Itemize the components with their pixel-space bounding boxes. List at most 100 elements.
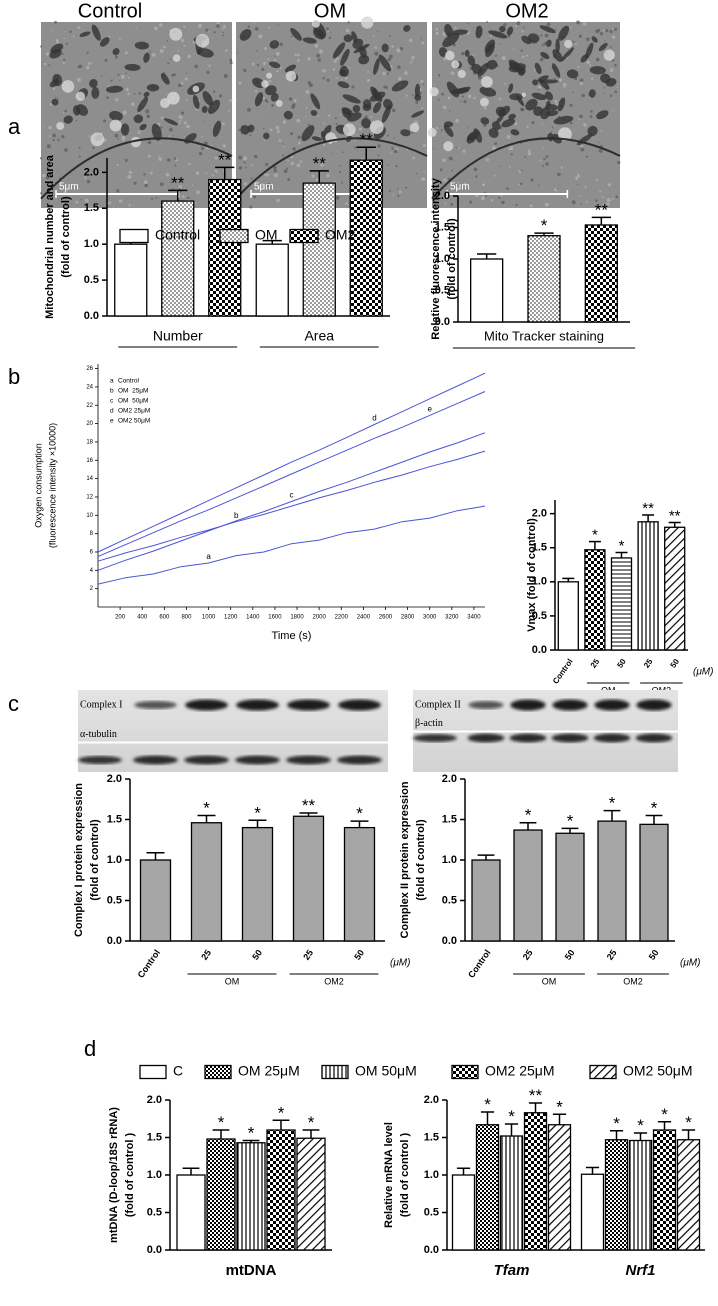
mitochondrion — [378, 54, 392, 72]
texture — [421, 178, 424, 180]
texture — [458, 146, 460, 149]
y-tick-label: 1.5 — [107, 813, 122, 825]
texture — [293, 99, 297, 103]
texture — [209, 125, 211, 127]
texture — [62, 58, 66, 61]
texture — [578, 117, 581, 120]
mitochondrion — [553, 115, 574, 125]
bar — [208, 178, 242, 317]
x-axis-label: Time (s) — [272, 630, 312, 642]
y-tick-label: 0.0 — [532, 644, 547, 656]
vesicle — [479, 97, 489, 107]
texture — [563, 86, 565, 89]
texture — [541, 122, 543, 125]
mitochondrion — [361, 117, 372, 129]
texture — [524, 156, 527, 158]
texture — [185, 72, 187, 74]
legend-label: OM2 — [325, 227, 356, 243]
texture — [510, 153, 513, 156]
mitochondrion — [488, 128, 499, 138]
texture — [520, 169, 523, 172]
texture — [54, 20, 57, 24]
texture — [243, 68, 247, 73]
y-tick-label: 22 — [86, 403, 93, 409]
texture — [411, 55, 415, 60]
mitochondrion — [134, 41, 150, 50]
bar — [584, 224, 618, 323]
texture — [46, 144, 51, 149]
group-label: OM — [225, 976, 240, 986]
texture — [124, 158, 128, 162]
texture — [49, 102, 53, 106]
texture — [166, 158, 171, 162]
texture — [457, 181, 460, 184]
texture — [188, 162, 191, 166]
texture — [146, 114, 150, 118]
x-tick-label: 2800 — [401, 615, 415, 621]
texture — [585, 37, 590, 42]
significance: * — [661, 1105, 668, 1124]
texture — [519, 182, 523, 186]
texture — [108, 35, 111, 38]
bar — [190, 822, 223, 942]
blot-band — [185, 699, 228, 711]
texture — [106, 96, 109, 99]
scale-label: 5μm — [59, 182, 79, 193]
texture — [168, 127, 173, 132]
texture — [590, 110, 593, 113]
texture — [253, 154, 258, 159]
line-letter: b — [234, 511, 239, 520]
texture — [127, 174, 132, 179]
texture — [119, 38, 121, 40]
bar — [302, 182, 336, 317]
texture — [492, 146, 496, 151]
texture — [354, 146, 357, 149]
texture — [116, 189, 120, 193]
blot-band — [413, 734, 457, 742]
y-tick-label: 1.5 — [442, 813, 457, 825]
texture — [273, 169, 277, 173]
texture — [282, 143, 284, 145]
legend-letter: b — [110, 388, 114, 395]
texture — [529, 204, 533, 208]
mitochondrion — [539, 25, 556, 34]
texture — [537, 85, 542, 89]
texture — [316, 53, 321, 58]
bar — [266, 1129, 296, 1251]
texture — [353, 139, 356, 142]
texture — [201, 136, 203, 138]
texture — [277, 24, 280, 26]
mitochondrion — [508, 83, 514, 94]
mitochondrion — [254, 92, 264, 107]
mitochondrion — [499, 25, 506, 33]
x-tick-label: 3400 — [467, 615, 481, 621]
texture — [275, 51, 280, 56]
texture — [282, 154, 285, 157]
vesicle — [603, 49, 615, 61]
y-tick-label: 0.5 — [532, 610, 547, 622]
mitochondrion — [411, 110, 424, 118]
mitochondrion — [546, 39, 552, 48]
texture — [107, 201, 112, 205]
mitochondrion — [381, 104, 392, 123]
texture — [208, 64, 211, 67]
legend-swatch — [289, 228, 319, 244]
texture — [305, 115, 307, 118]
texture — [586, 60, 590, 64]
texture — [424, 179, 426, 181]
texture — [459, 100, 462, 102]
texture — [144, 183, 149, 188]
texture — [158, 155, 160, 158]
texture — [345, 202, 348, 205]
texture — [518, 169, 522, 173]
texture — [439, 168, 443, 172]
texture — [221, 122, 225, 126]
mitochondrion — [491, 121, 501, 131]
texture — [88, 135, 91, 138]
texture — [498, 97, 502, 101]
texture — [183, 121, 187, 125]
texture — [575, 176, 579, 180]
texture — [314, 44, 319, 48]
texture — [307, 57, 311, 61]
